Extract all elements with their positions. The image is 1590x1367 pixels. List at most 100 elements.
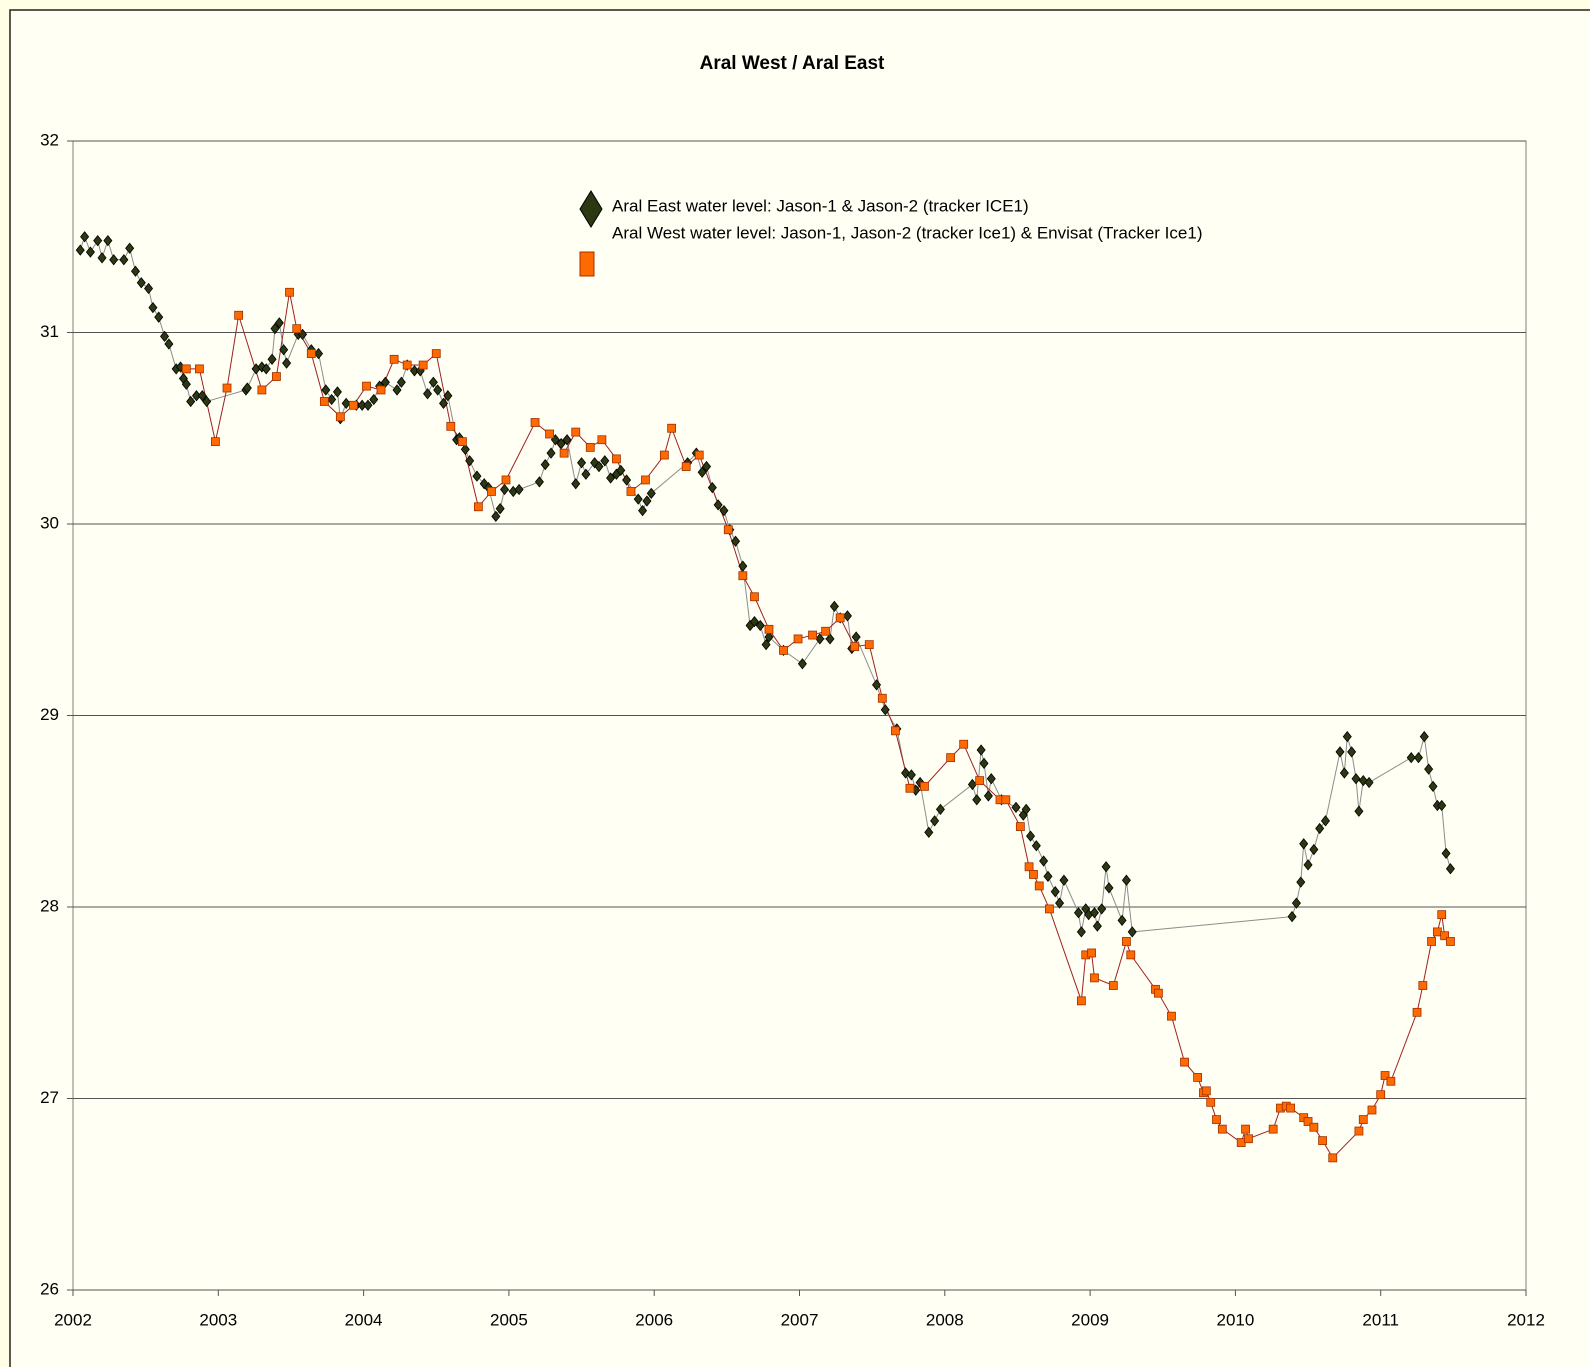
y-tick-label: 27 xyxy=(40,1088,59,1107)
x-tick-label: 2004 xyxy=(345,1310,383,1329)
marker xyxy=(261,363,271,375)
marker xyxy=(341,397,351,409)
marker xyxy=(210,437,220,447)
marker xyxy=(125,242,135,254)
marker xyxy=(1437,799,1447,812)
marker xyxy=(1001,795,1011,805)
marker xyxy=(764,624,774,634)
marker xyxy=(443,390,453,402)
legend-marker xyxy=(579,251,595,277)
marker xyxy=(571,427,581,437)
legend-label: Aral East water level: Jason-1 & Jason-2… xyxy=(612,196,1029,215)
marker xyxy=(562,434,572,446)
y-tick-label: 29 xyxy=(40,705,59,724)
marker xyxy=(659,450,669,460)
marker xyxy=(1335,746,1345,758)
marker xyxy=(585,442,595,452)
marker xyxy=(1045,904,1054,914)
marker xyxy=(581,468,591,480)
marker xyxy=(1419,730,1429,743)
marker xyxy=(642,495,652,507)
marker xyxy=(825,633,835,645)
marker xyxy=(1441,847,1451,860)
y-tick-label: 26 xyxy=(40,1279,59,1298)
marker xyxy=(195,364,204,374)
marker xyxy=(626,487,636,496)
marker xyxy=(272,372,281,381)
marker xyxy=(906,769,916,781)
marker xyxy=(877,693,887,703)
marker xyxy=(1193,1073,1203,1082)
marker xyxy=(202,395,212,408)
marker xyxy=(1024,862,1034,872)
marker xyxy=(460,443,470,455)
marker xyxy=(319,397,329,406)
marker xyxy=(556,437,566,450)
marker xyxy=(829,600,839,612)
marker xyxy=(1180,1057,1189,1067)
marker xyxy=(1437,910,1447,920)
marker xyxy=(935,803,945,815)
marker xyxy=(835,613,845,623)
marker xyxy=(1244,1134,1253,1144)
marker xyxy=(495,503,505,515)
marker xyxy=(282,357,292,369)
marker xyxy=(930,815,940,827)
marker xyxy=(1342,730,1352,743)
marker xyxy=(1376,1090,1386,1100)
marker xyxy=(160,330,170,342)
marker xyxy=(1328,1153,1338,1163)
marker xyxy=(594,460,604,473)
marker xyxy=(501,475,511,485)
marker xyxy=(439,397,449,409)
marker xyxy=(967,778,977,791)
marker xyxy=(1011,801,1021,814)
marker xyxy=(181,364,191,374)
x-tick-label: 2011 xyxy=(1362,1310,1399,1329)
marker xyxy=(750,592,759,602)
marker xyxy=(332,386,342,398)
marker xyxy=(1427,937,1436,946)
marker xyxy=(93,234,103,247)
marker xyxy=(1354,1126,1364,1136)
marker xyxy=(959,739,969,749)
marker xyxy=(446,421,456,431)
marker xyxy=(612,454,621,464)
marker xyxy=(1076,996,1086,1006)
marker xyxy=(1206,1097,1216,1107)
marker xyxy=(1097,903,1107,915)
marker xyxy=(983,790,993,802)
marker xyxy=(864,640,874,650)
marker xyxy=(80,231,90,243)
marker xyxy=(1127,926,1137,938)
marker xyxy=(606,472,616,484)
marker xyxy=(577,457,587,469)
marker xyxy=(694,450,704,460)
marker xyxy=(242,382,252,394)
marker xyxy=(850,642,860,651)
legend-label: Aral West water level: Jason-1, Jason-2 … xyxy=(612,223,1202,242)
marker xyxy=(1026,830,1036,842)
marker xyxy=(349,400,358,410)
marker xyxy=(1309,1122,1319,1132)
marker xyxy=(723,525,733,535)
marker xyxy=(559,448,569,458)
marker xyxy=(1043,870,1053,883)
marker xyxy=(458,437,467,447)
marker xyxy=(1031,840,1041,852)
marker xyxy=(402,360,412,370)
x-tick-label: 2002 xyxy=(54,1310,92,1329)
marker xyxy=(1315,822,1325,835)
marker xyxy=(431,349,441,358)
marker xyxy=(327,393,337,406)
marker xyxy=(761,639,771,651)
marker xyxy=(871,679,882,691)
marker xyxy=(1432,927,1442,937)
marker xyxy=(638,504,648,517)
marker xyxy=(85,246,95,258)
marker xyxy=(1268,1124,1278,1134)
marker xyxy=(808,630,817,640)
marker xyxy=(779,645,788,655)
marker xyxy=(975,776,985,786)
marker xyxy=(1122,937,1131,946)
